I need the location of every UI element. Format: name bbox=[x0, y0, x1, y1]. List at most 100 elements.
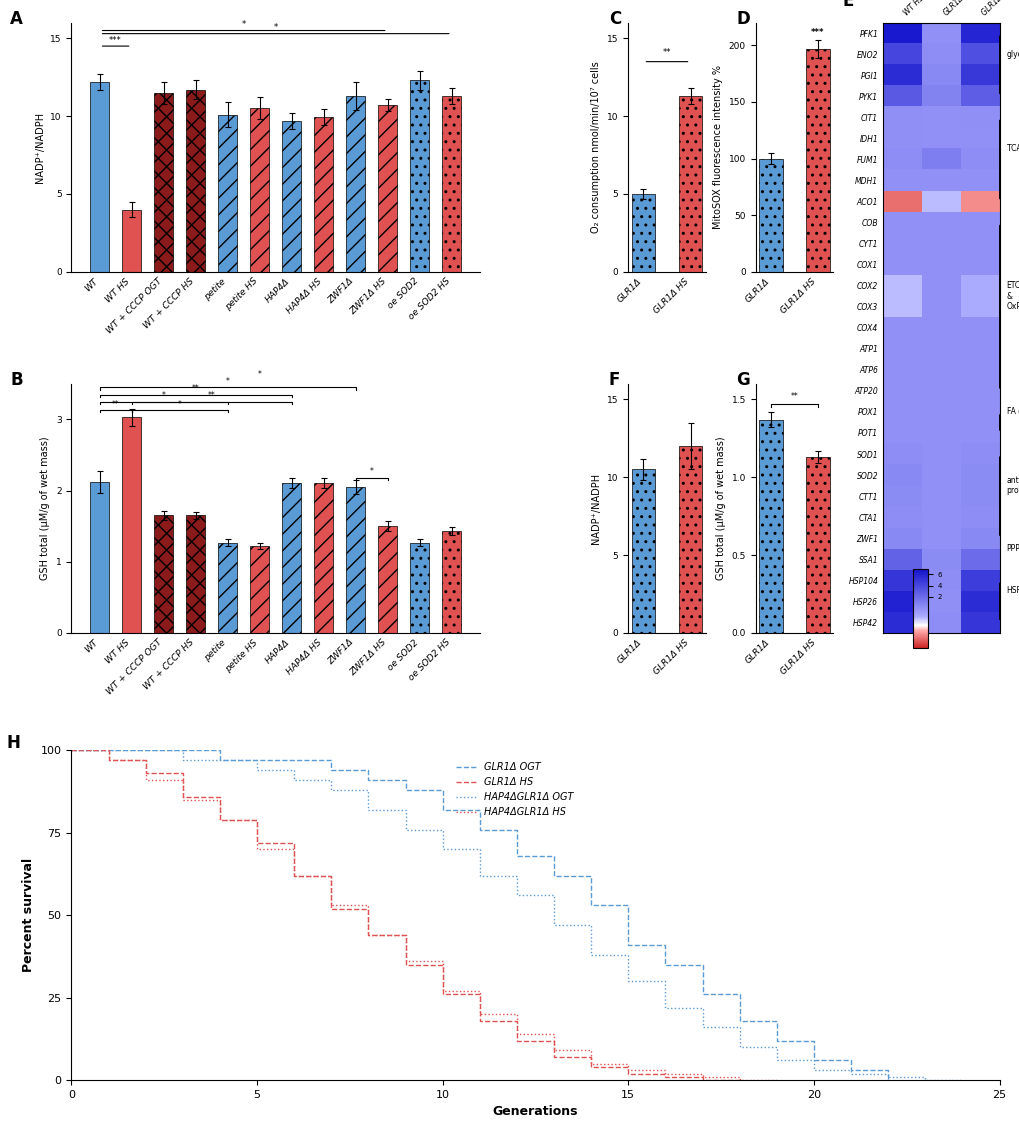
GLR1Δ OGT bbox=[140, 744, 152, 757]
GLR1Δ OGT bbox=[287, 754, 300, 767]
Text: HSR: HSR bbox=[1006, 587, 1019, 596]
HAP4ΔGLR1Δ HS bbox=[622, 1063, 634, 1077]
Text: *: * bbox=[177, 400, 181, 408]
HAP4ΔGLR1Δ HS bbox=[436, 985, 448, 998]
GLR1Δ HS bbox=[622, 1067, 634, 1080]
HAP4ΔGLR1Δ OGT bbox=[807, 1063, 819, 1077]
Bar bbox=[154, 515, 173, 633]
HAP4ΔGLR1Δ OGT bbox=[436, 843, 448, 856]
Text: B: B bbox=[10, 372, 22, 389]
Text: *: * bbox=[242, 20, 246, 28]
Y-axis label: GSH total (μM/g of wet mass): GSH total (μM/g of wet mass) bbox=[41, 437, 50, 580]
Bar bbox=[314, 483, 333, 633]
Text: **: ** bbox=[208, 391, 215, 400]
Bar bbox=[378, 106, 397, 272]
Bar bbox=[410, 81, 429, 272]
HAP4ΔGLR1Δ OGT bbox=[956, 1073, 968, 1087]
GLR1Δ OGT bbox=[362, 773, 374, 787]
HAP4ΔGLR1Δ HS bbox=[585, 1056, 597, 1070]
GLR1Δ HS bbox=[176, 790, 189, 804]
Text: *: * bbox=[370, 467, 373, 476]
Bar bbox=[282, 121, 301, 272]
GLR1Δ HS bbox=[658, 1070, 671, 1084]
Line: HAP4ΔGLR1Δ HS: HAP4ΔGLR1Δ HS bbox=[71, 750, 776, 1080]
HAP4ΔGLR1Δ OGT bbox=[696, 1021, 708, 1035]
HAP4ΔGLR1Δ OGT bbox=[176, 754, 189, 767]
Text: **: ** bbox=[112, 400, 119, 408]
Bar bbox=[345, 487, 365, 633]
HAP4ΔGLR1Δ OGT bbox=[362, 803, 374, 816]
GLR1Δ HS bbox=[325, 902, 337, 915]
GLR1Δ OGT bbox=[251, 754, 263, 767]
Text: A: A bbox=[10, 10, 23, 28]
Bar bbox=[678, 96, 702, 272]
HAP4ΔGLR1Δ OGT bbox=[622, 974, 634, 988]
Bar bbox=[758, 158, 782, 272]
Bar bbox=[314, 117, 333, 272]
Line: GLR1Δ OGT: GLR1Δ OGT bbox=[71, 750, 888, 1080]
Y-axis label: NADP⁺/NADPH: NADP⁺/NADPH bbox=[591, 473, 601, 543]
GLR1Δ HS bbox=[585, 1060, 597, 1073]
HAP4ΔGLR1Δ OGT bbox=[658, 1001, 671, 1014]
HAP4ΔGLR1Δ HS bbox=[176, 792, 189, 806]
X-axis label: Generations: Generations bbox=[492, 1105, 578, 1119]
Bar bbox=[185, 515, 205, 633]
Text: **: ** bbox=[790, 392, 798, 401]
Y-axis label: MitoSOX fluorescence intensity %: MitoSOX fluorescence intensity % bbox=[712, 65, 722, 230]
GLR1Δ HS bbox=[362, 928, 374, 941]
HAP4ΔGLR1Δ OGT bbox=[844, 1067, 856, 1080]
HAP4ΔGLR1Δ OGT bbox=[325, 783, 337, 797]
GLR1Δ OGT bbox=[733, 1014, 745, 1028]
Y-axis label: GSH total (μM/g of wet mass): GSH total (μM/g of wet mass) bbox=[715, 437, 726, 580]
Bar bbox=[282, 483, 301, 633]
Bar bbox=[250, 108, 269, 272]
HAP4ΔGLR1Δ HS bbox=[399, 955, 412, 969]
Text: ***: *** bbox=[810, 28, 824, 38]
GLR1Δ HS bbox=[399, 957, 412, 971]
Bar bbox=[218, 542, 237, 633]
GLR1Δ HS bbox=[287, 869, 300, 882]
GLR1Δ OGT bbox=[770, 1034, 783, 1047]
Text: H: H bbox=[6, 733, 20, 752]
Y-axis label: O₂ consumption nmol/min/10⁷ cells: O₂ consumption nmol/min/10⁷ cells bbox=[591, 61, 601, 233]
HAP4ΔGLR1Δ OGT bbox=[918, 1073, 930, 1087]
Text: FA oxidation: FA oxidation bbox=[1006, 407, 1019, 416]
Bar bbox=[442, 96, 461, 272]
GLR1Δ HS bbox=[140, 766, 152, 780]
Text: *: * bbox=[225, 377, 229, 385]
Legend: GLR1Δ OGT, GLR1Δ HS, HAP4ΔGLR1Δ OGT, HAP4ΔGLR1Δ HS: GLR1Δ OGT, GLR1Δ HS, HAP4ΔGLR1Δ OGT, HAP… bbox=[452, 758, 577, 821]
HAP4ΔGLR1Δ OGT bbox=[585, 948, 597, 962]
HAP4ΔGLR1Δ HS bbox=[251, 843, 263, 856]
HAP4ΔGLR1Δ OGT bbox=[102, 744, 114, 757]
Text: TCA cycle: TCA cycle bbox=[1006, 144, 1019, 153]
Text: *: * bbox=[162, 391, 165, 400]
GLR1Δ HS bbox=[102, 754, 114, 767]
Text: ***: *** bbox=[109, 35, 122, 44]
GLR1Δ OGT bbox=[102, 744, 114, 757]
HAP4ΔGLR1Δ HS bbox=[658, 1067, 671, 1080]
Bar bbox=[410, 542, 429, 633]
HAP4ΔGLR1Δ OGT bbox=[214, 754, 226, 767]
Line: GLR1Δ HS: GLR1Δ HS bbox=[71, 750, 739, 1080]
Text: C: C bbox=[608, 10, 621, 28]
GLR1Δ OGT bbox=[473, 823, 485, 837]
Text: F: F bbox=[608, 372, 620, 389]
Text: glycolysis: glycolysis bbox=[1006, 50, 1019, 59]
HAP4ΔGLR1Δ OGT bbox=[770, 1054, 783, 1068]
GLR1Δ HS bbox=[473, 1014, 485, 1028]
Bar bbox=[185, 90, 205, 272]
GLR1Δ OGT bbox=[658, 957, 671, 971]
Text: **: ** bbox=[662, 48, 671, 57]
GLR1Δ HS bbox=[547, 1051, 559, 1064]
Text: G: G bbox=[736, 372, 749, 389]
HAP4ΔGLR1Δ HS bbox=[547, 1044, 559, 1057]
HAP4ΔGLR1Δ HS bbox=[473, 1007, 485, 1021]
GLR1Δ OGT bbox=[881, 1073, 894, 1087]
Bar bbox=[805, 457, 828, 633]
Text: antioxidant
protection: antioxidant protection bbox=[1006, 476, 1019, 496]
HAP4ΔGLR1Δ HS bbox=[733, 1073, 745, 1087]
HAP4ΔGLR1Δ OGT bbox=[881, 1070, 894, 1084]
Bar bbox=[122, 209, 141, 272]
Bar bbox=[442, 531, 461, 633]
HAP4ΔGLR1Δ OGT bbox=[733, 1040, 745, 1054]
